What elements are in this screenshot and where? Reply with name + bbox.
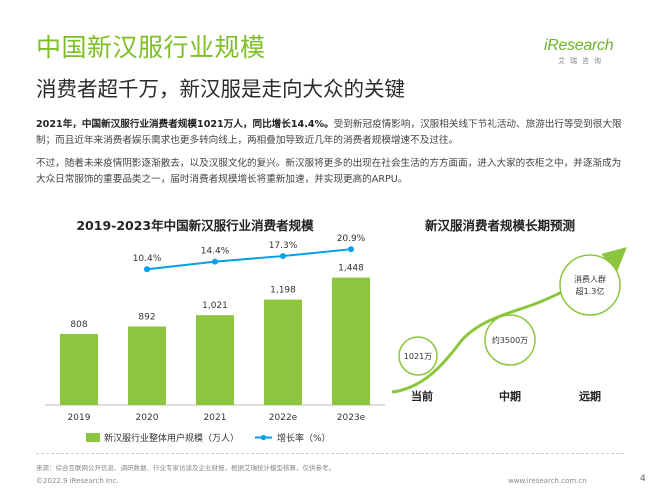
summary-text: 受到新冠疫情影响，汉服相关线下节礼活动、旅游出行等受到很大限制；而且近年来消费者… — [36, 119, 622, 146]
summary-paragraph-2: 不过，随着未来疫情阴影逐渐散去，以及汉服文化的复兴。新汉服将更多的出现在社会生活… — [36, 158, 622, 185]
bar-value-label-2019: 808 — [70, 320, 87, 330]
bar-value-label-2023e: 1,448 — [338, 264, 364, 274]
summary-highlight: 2021年，中国新汉服行业消费者规模1021万人，同比增长14.4%。 — [36, 119, 334, 130]
growth-rate-point-2021 — [212, 258, 218, 265]
x-tick-label-2022e: 2022e — [269, 413, 298, 423]
copyright: ©2022.9 iResearch Inc. — [36, 477, 119, 485]
bar-value-label-2020: 892 — [138, 313, 155, 323]
logo-wordmark: iResearch — [544, 37, 614, 54]
source-note: 来源：综合互联网公开信息、调研数据、行业专家访谈及企业财报，根据艾瑞统计模型核算… — [36, 464, 335, 472]
bar-2022e — [264, 299, 302, 405]
summary-paragraph-1: 2021年，中国新汉服行业消费者规模1021万人，同比增长14.4%。受到新冠疫… — [36, 117, 628, 149]
legend-bar-label: 新汉服行业整体用户规模（万人） — [104, 432, 239, 444]
x-tick-label-2019: 2019 — [68, 413, 91, 423]
bar-2020 — [128, 326, 166, 405]
bar-value-label-2022e: 1,198 — [270, 286, 296, 296]
growth-rate-label-2021: 14.4% — [201, 247, 230, 257]
legend-line-label: 增长率（%） — [277, 432, 331, 444]
logo-subtext: 艾瑞咨询 — [558, 57, 606, 65]
growth-rate-point-2020 — [144, 266, 150, 273]
x-tick-label-2021: 2021 — [204, 413, 227, 423]
x-tick-label-2023e: 2023e — [337, 413, 366, 423]
bar-2021 — [196, 315, 234, 405]
growth-rate-line — [146, 248, 352, 271]
website-url: www.iresearch.com.cn — [508, 477, 587, 485]
page-title: 中国新汉服行业规模 — [36, 33, 266, 62]
page-number: 4 — [640, 474, 646, 484]
page-subtitle: 消费者超千万，新汉服是走向大众的关键 — [36, 77, 405, 101]
footer-divider — [36, 453, 624, 454]
growth-rate-label-2023e: 20.9% — [337, 234, 366, 244]
bar-value-label-2021: 1,021 — [202, 301, 228, 311]
bar-2019 — [60, 333, 98, 405]
legend-line-marker — [260, 434, 267, 441]
growth-rate-label-2022e: 17.3% — [269, 241, 298, 251]
forecast-title: 新汉服消费者规模长期预测 — [424, 218, 575, 233]
bar-chart-title: 2019-2023年中国新汉服行业消费者规模 — [76, 218, 314, 233]
growth-rate-label-2020: 10.4% — [133, 254, 162, 264]
growth-rate-point-2023e — [348, 246, 354, 253]
growth-rate-point-2022e — [280, 253, 286, 260]
x-tick-label-2020: 2020 — [136, 413, 159, 423]
iresearch-logo: iResearch 艾瑞咨询 — [544, 37, 628, 66]
legend-bar-swatch — [86, 433, 100, 442]
bar-2023e — [332, 277, 370, 405]
